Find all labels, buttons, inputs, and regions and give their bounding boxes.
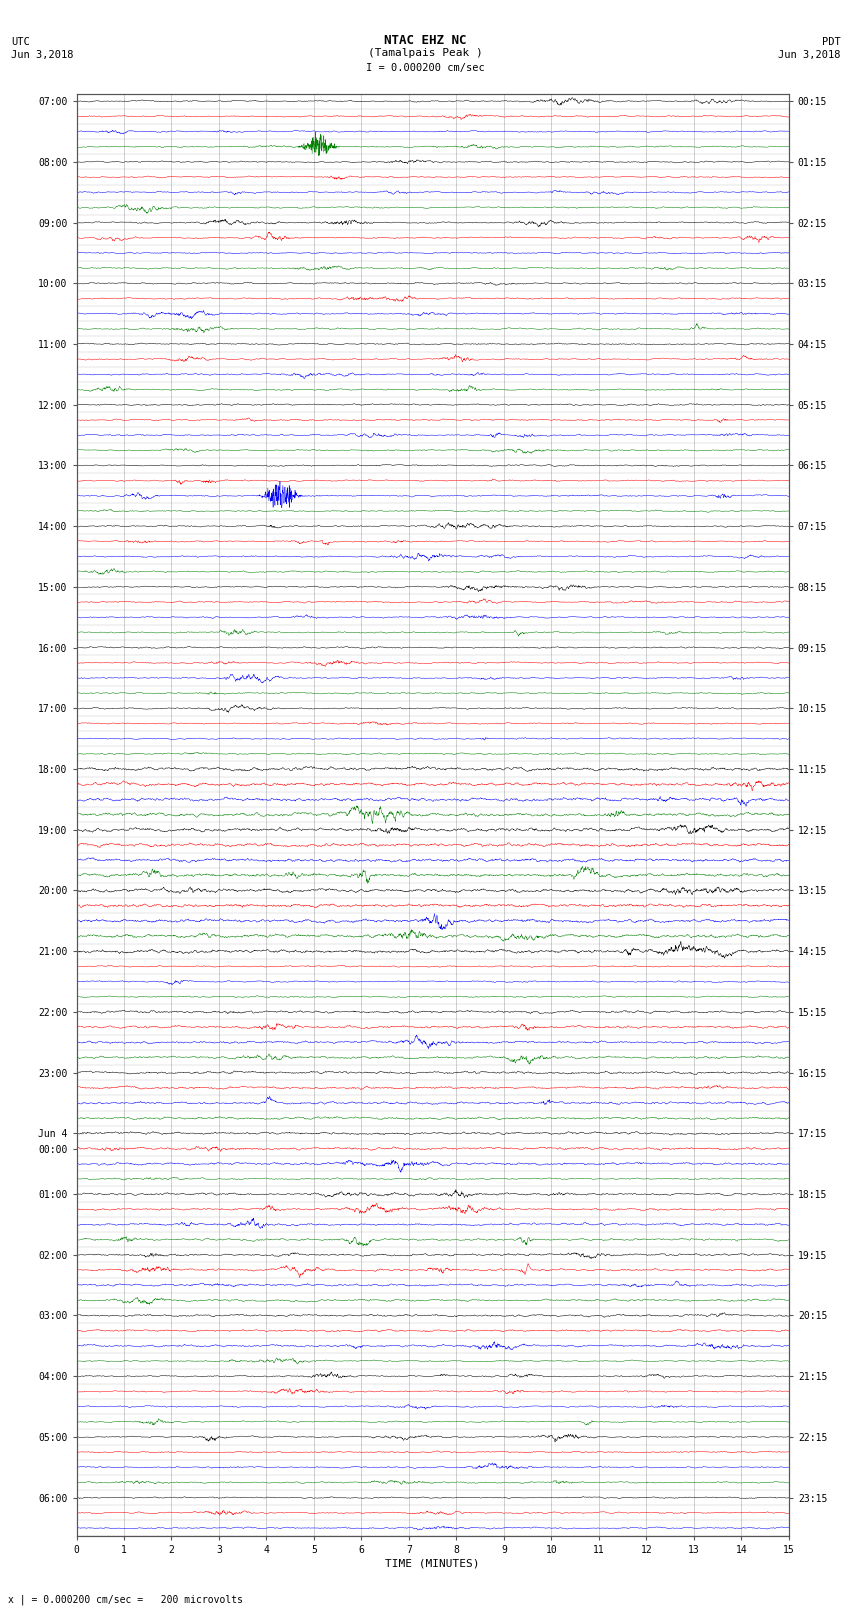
Text: NTAC EHZ NC: NTAC EHZ NC xyxy=(383,34,467,47)
Text: PDT: PDT xyxy=(822,37,841,47)
Text: Jun 3,2018: Jun 3,2018 xyxy=(779,50,841,60)
Text: UTC: UTC xyxy=(11,37,31,47)
Text: (Tamalpais Peak ): (Tamalpais Peak ) xyxy=(367,48,483,58)
X-axis label: TIME (MINUTES): TIME (MINUTES) xyxy=(385,1558,480,1569)
Text: x | = 0.000200 cm/sec =   200 microvolts: x | = 0.000200 cm/sec = 200 microvolts xyxy=(8,1594,243,1605)
Text: I = 0.000200 cm/sec: I = 0.000200 cm/sec xyxy=(366,63,484,73)
Text: Jun 3,2018: Jun 3,2018 xyxy=(11,50,74,60)
